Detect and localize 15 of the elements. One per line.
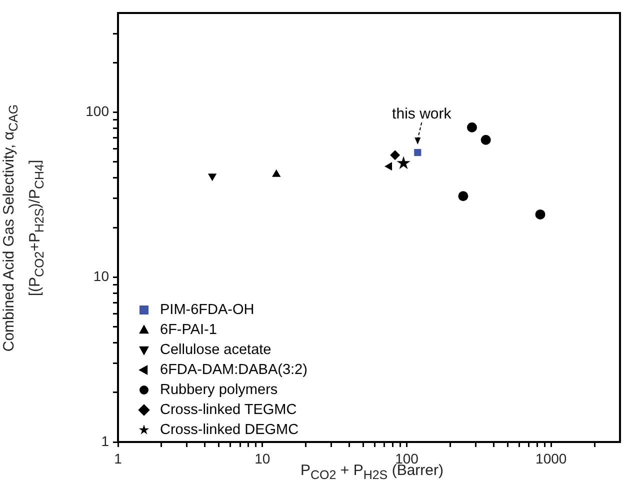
legend-label: Cross-linked DEGMC bbox=[160, 422, 299, 438]
legend-label: Cellulose acetate bbox=[160, 342, 272, 358]
y-tick-label: 100 bbox=[86, 103, 110, 120]
x-tick-label: 1000 bbox=[536, 450, 567, 466]
legend-label: 6FDA-DAM:DABA(3:2) bbox=[160, 362, 308, 378]
x-tick-label: 1 bbox=[114, 450, 122, 466]
legend-label: Cross-linked TEGMC bbox=[160, 402, 297, 418]
x-axis-title: P$_{CO2}$ + P$_{H2S}$ (Barrer) bbox=[300, 462, 444, 482]
annotation: this work bbox=[392, 106, 452, 123]
x-tick-label: 10 bbox=[254, 450, 270, 466]
legend-label: Rubbery polymers bbox=[160, 382, 278, 398]
legend-label: PIM-6FDA-OH bbox=[160, 302, 254, 318]
y-tick-label: 10 bbox=[93, 268, 110, 284]
legend-label: 6F-PAI-1 bbox=[160, 322, 217, 338]
y-tick-label: 1 bbox=[101, 432, 110, 449]
